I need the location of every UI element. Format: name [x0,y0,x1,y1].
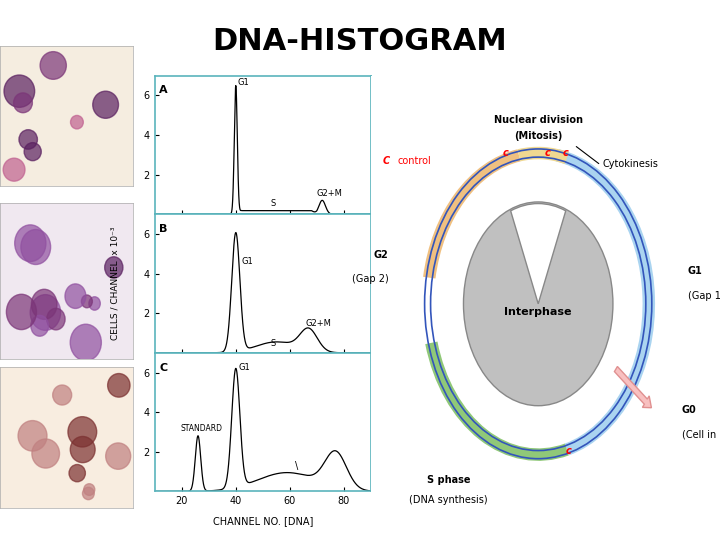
Text: G1: G1 [241,256,253,266]
Circle shape [6,294,37,329]
Text: G0: G0 [682,405,696,415]
Text: (Cell in rest): (Cell in rest) [682,429,720,439]
Circle shape [69,464,86,482]
Circle shape [68,417,96,447]
Text: S: S [271,339,276,348]
Text: c: c [544,148,550,158]
Circle shape [464,202,613,406]
Text: Nuclear division: Nuclear division [494,114,582,125]
Text: Cytokinesis: Cytokinesis [602,159,658,168]
Circle shape [32,289,57,319]
Text: G1: G1 [688,266,703,276]
Circle shape [71,436,95,463]
Text: c: c [562,148,568,158]
Circle shape [14,225,46,261]
Circle shape [3,158,25,181]
Circle shape [106,443,131,469]
Circle shape [104,256,123,278]
Text: c: c [503,148,508,158]
Circle shape [40,52,66,79]
Text: (Gap 2): (Gap 2) [352,274,389,285]
Circle shape [71,324,102,361]
Circle shape [14,93,32,113]
Wedge shape [510,204,566,304]
Circle shape [30,295,60,330]
Circle shape [83,487,94,500]
Text: G2+M: G2+M [317,190,343,198]
Circle shape [19,130,37,149]
Text: G2+M: G2+M [306,319,332,328]
Text: DNA-HISTOGRAM: DNA-HISTOGRAM [212,27,508,56]
Text: S phase: S phase [427,475,470,485]
Circle shape [84,484,95,495]
Text: c: c [565,446,571,456]
Circle shape [71,116,84,129]
Text: Interphase: Interphase [505,307,572,317]
Circle shape [93,91,119,118]
Circle shape [32,439,60,468]
Circle shape [65,284,86,308]
Text: \: \ [295,461,299,471]
Circle shape [53,385,72,405]
Text: (DNA synthesis): (DNA synthesis) [409,495,488,505]
Text: B: B [159,224,168,234]
Text: control: control [397,156,431,166]
Circle shape [108,374,130,397]
Text: (Mitosis): (Mitosis) [514,131,562,141]
Text: CELLS / CHANNEL  x 10⁻³: CELLS / CHANNEL x 10⁻³ [111,227,120,340]
Text: C: C [159,362,167,373]
Circle shape [89,297,100,310]
Circle shape [21,230,50,265]
Text: STANDARD: STANDARD [181,424,222,433]
Text: G1: G1 [238,78,249,86]
Text: G2: G2 [374,250,389,260]
Circle shape [24,143,41,161]
Circle shape [4,75,35,107]
Circle shape [81,295,92,308]
Text: (Gap 1): (Gap 1) [688,291,720,301]
Text: S: S [271,199,276,208]
Circle shape [31,315,48,336]
Text: A: A [159,85,168,95]
Text: CHANNEL NO. [DNA]: CHANNEL NO. [DNA] [212,516,313,526]
Circle shape [18,421,47,451]
Text: G1: G1 [238,363,251,372]
Circle shape [47,308,65,330]
FancyArrow shape [614,367,652,408]
Text: C: C [383,156,390,166]
